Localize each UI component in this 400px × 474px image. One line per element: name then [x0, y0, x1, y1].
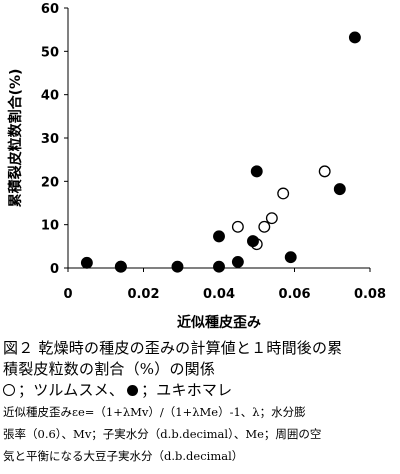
open-circle-icon — [3, 384, 15, 396]
y-tick-label: 50 — [41, 45, 59, 60]
filled-point — [247, 235, 259, 248]
y-axis-title: 累積裂皮粒数割合(%) — [7, 69, 24, 208]
x-axis-title: 近似種皮歪み — [177, 314, 261, 331]
legend-filled-label: ；ユキホマレ — [141, 381, 233, 399]
data-points — [80, 31, 361, 273]
filled-point — [250, 165, 263, 178]
note-line-3: 気と平衡になる大豆子実水分（d.b.decimal） — [3, 449, 244, 463]
x-tick-label: 0.06 — [278, 287, 310, 302]
y-tick-label: 30 — [41, 132, 59, 147]
caption-line-1: 図２ 乾燥時の種皮の歪みの計算値と１時間後の累 — [3, 339, 343, 357]
x-tick-label: 0.02 — [127, 287, 159, 302]
x-axis-ticks: 0 0.02 0.04 0.06 0.08 — [63, 268, 386, 302]
open-point — [231, 220, 244, 233]
filled-point — [213, 230, 225, 243]
note-line-2: 張率（0.6）、Mv；子実水分（d.b.decimal）、Me；周囲の空 — [3, 427, 322, 441]
legend-line: ；ツルムスメ、 ；ユキホマレ — [3, 380, 399, 401]
x-tick-label: 0.08 — [354, 287, 386, 302]
x-tick-label: 0.04 — [203, 287, 235, 302]
open-point — [258, 220, 271, 233]
filled-point — [284, 251, 297, 264]
filled-point — [80, 256, 93, 269]
filled-point — [348, 31, 361, 44]
scatter-chart: 0 10 20 30 40 50 60 0 0.02 0.04 0.06 0.08 近似種皮歪み 累… — [7, 2, 386, 331]
caption-line-2: 積裂皮粒数の割合（%）の関係 — [3, 360, 216, 378]
note-line-1: 近似種皮歪みεe=（1+λMv）/（1+λMe）-1、λ；水分膨 — [3, 405, 306, 419]
open-point — [265, 212, 278, 225]
y-axis-ticks: 0 10 20 30 40 50 60 — [41, 2, 68, 277]
y-tick-label: 0 — [50, 262, 59, 277]
open-point — [318, 165, 331, 178]
filled-point — [114, 260, 127, 273]
filled-point — [213, 260, 225, 273]
legend-open-label: ；ツルムスメ、 — [18, 381, 125, 399]
filled-circle-icon — [127, 385, 139, 396]
y-tick-label: 40 — [41, 89, 59, 104]
y-tick-label: 60 — [41, 2, 59, 17]
y-tick-label: 20 — [41, 175, 59, 190]
open-point — [277, 187, 290, 200]
figure-caption: 図２ 乾燥時の種皮の歪みの計算値と１時間後の累 積裂皮粒数の割合（%）の関係 ；… — [3, 338, 399, 467]
x-tick-label: 0 — [63, 287, 72, 302]
filled-point — [333, 183, 346, 196]
y-tick-label: 10 — [41, 219, 59, 234]
filled-point — [231, 255, 244, 268]
filled-point — [171, 260, 184, 273]
